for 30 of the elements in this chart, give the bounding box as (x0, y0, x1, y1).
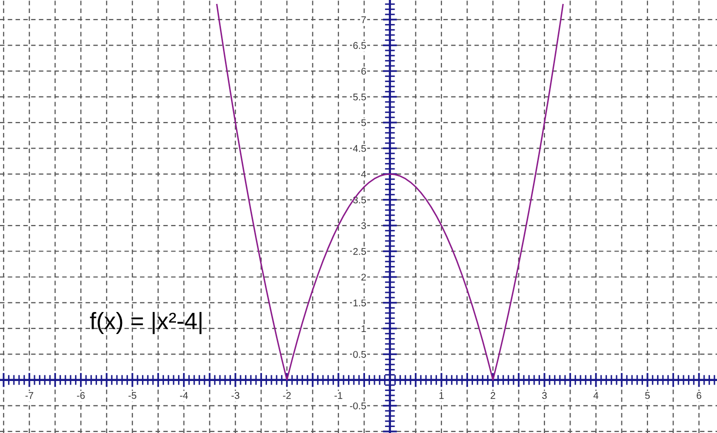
y-tick-label: 3 (361, 222, 366, 230)
x-tick-label: 5 (645, 392, 650, 399)
annotation: f(x) = |x²-4| (90, 312, 202, 334)
x-tick-label: -4 (180, 392, 188, 399)
y-tick-label: 4.5 (353, 145, 366, 152)
y-tick-label: -0.5 (350, 402, 366, 410)
x-tick-label: -5 (128, 392, 136, 399)
y-tick-label: 2.5 (353, 248, 366, 255)
y-tick-label: 0.5 (353, 350, 366, 358)
y-tick-label: 1.5 (354, 300, 366, 306)
y-tick-label: 2 (361, 274, 366, 281)
x-tick-label: -3 (232, 392, 240, 399)
y-tick-label: 4 (361, 170, 366, 178)
x-tick-label: 4 (593, 392, 598, 399)
y-tick-label: 5 (361, 119, 366, 126)
x-tick-label: -2 (283, 392, 291, 399)
x-tick-label: 3 (542, 392, 547, 399)
y-tick-label: 1 (362, 325, 366, 332)
y-tick-label: 3.5 (353, 196, 366, 204)
y-tick-label: 6.5 (353, 42, 366, 49)
x-tick-label: 6 (696, 392, 702, 399)
x-tick-label: -6 (76, 392, 85, 399)
x-tick-label: 2 (490, 392, 496, 399)
line-series (216, 4, 564, 381)
x-tick-label: -1 (334, 392, 342, 399)
y-tick-label: 7 (361, 16, 366, 24)
x-tick-label: -7 (25, 392, 34, 399)
x-tick-label: 1 (439, 392, 444, 399)
y-tick-label: 6 (361, 68, 366, 75)
y-tick-label: 5.5 (353, 94, 366, 100)
